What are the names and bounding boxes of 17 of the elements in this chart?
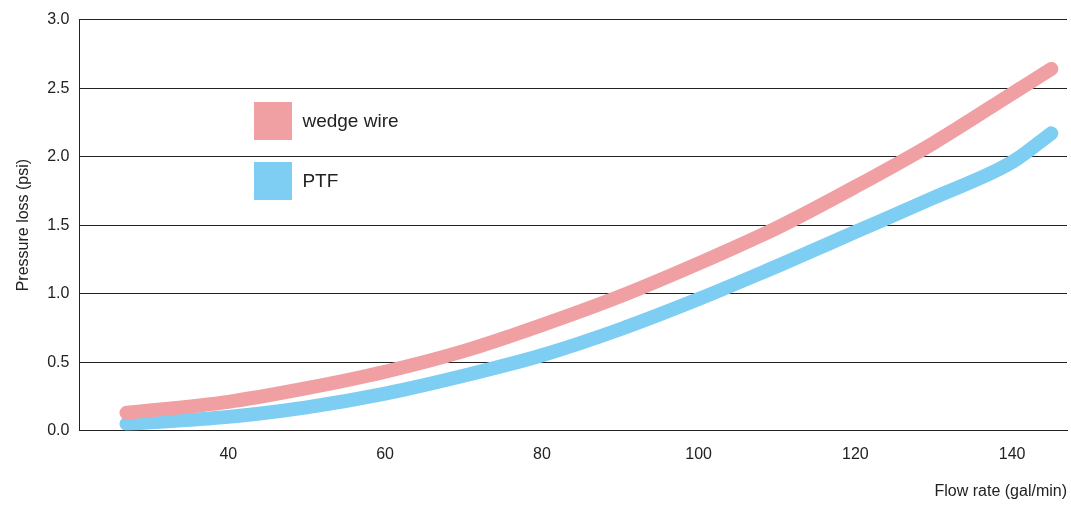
y-tick-label: 3.0 (47, 10, 70, 28)
y-axis-title: Pressure loss (psi) (14, 158, 32, 292)
x-tick-label: 120 (842, 444, 869, 462)
y-tick-label: 0.5 (47, 352, 70, 370)
y-tick-label: 2.0 (47, 147, 70, 165)
y-tick-label: 0.0 (47, 421, 70, 439)
x-tick-label: 60 (376, 444, 395, 462)
y-tick-label: 1.5 (47, 215, 70, 233)
legend-label: PTF (302, 169, 339, 192)
legend-label: wedge wire (302, 109, 399, 132)
x-axis-title: Flow rate (gal/min) (934, 481, 1067, 499)
x-tick-label: 100 (685, 444, 713, 462)
x-tick-label: 40 (219, 444, 238, 462)
y-tick-label: 1.0 (47, 284, 70, 302)
x-tick-label: 140 (998, 444, 1026, 462)
y-tick-label: 2.5 (47, 78, 70, 96)
x-tick-label: 80 (532, 444, 551, 462)
